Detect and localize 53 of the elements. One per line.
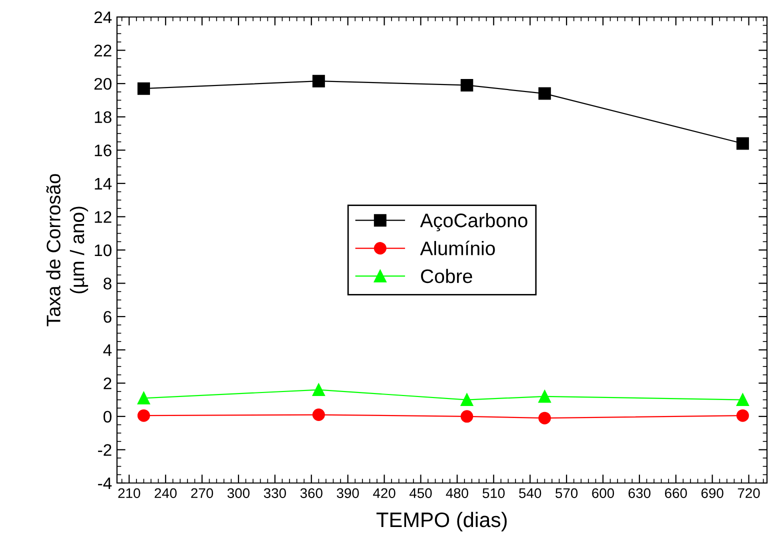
x-tick-label: 480 [446, 488, 468, 498]
legend-label: Alumínio [420, 240, 495, 256]
point [538, 390, 551, 403]
x-tick-label: 210 [118, 488, 140, 498]
y-tick-label: -2 [98, 444, 112, 456]
point [538, 87, 551, 100]
y-tick-label: 4 [103, 344, 112, 356]
point [736, 394, 749, 406]
x-tick-label: 540 [519, 488, 542, 498]
y-tick-label: 6 [104, 310, 112, 323]
x-tick-label: 420 [373, 488, 396, 498]
point [736, 137, 749, 150]
y-axis-title: Taxa de Corrosão (µm / ano) [46, 174, 88, 326]
x-tick-label: 390 [336, 488, 359, 498]
x-tick-label: 720 [738, 488, 760, 498]
point [312, 74, 325, 88]
point [460, 410, 474, 423]
x-tick-label: 660 [665, 488, 687, 498]
point [137, 82, 150, 95]
y-tick-label: 0 [104, 410, 112, 423]
y-tick-label: 24 [94, 11, 112, 24]
point [460, 394, 474, 406]
x-tick-label: 570 [556, 488, 578, 498]
x-tick-label: 450 [409, 488, 432, 498]
point [312, 408, 325, 422]
y-tick-label: 20 [94, 78, 112, 90]
legend-label: AçoCarbono [420, 213, 528, 232]
point [312, 384, 325, 396]
y-tick-label: 8 [104, 278, 112, 290]
x-tick-label: 690 [701, 488, 724, 498]
y-tick-label: 16 [94, 144, 112, 156]
x-tick-label: 360 [300, 488, 322, 498]
point [460, 78, 474, 92]
y-tick-label: 14 [94, 178, 112, 190]
point [736, 409, 749, 422]
x-tick-label: 330 [264, 488, 286, 498]
x-tick-label: 240 [154, 488, 177, 498]
point [137, 409, 150, 422]
y-tick-label: 2 [104, 378, 112, 390]
x-tick-label: 600 [592, 488, 614, 498]
y-tick-label: 10 [94, 244, 112, 256]
point [538, 412, 551, 424]
x-tick-label: 300 [227, 488, 250, 498]
point [137, 392, 150, 404]
legend-label: Cobre [421, 268, 472, 284]
x-tick-label: 510 [482, 488, 505, 498]
y-tick-label: -4 [98, 478, 112, 490]
y-tick-label: 18 [94, 111, 112, 124]
x-tick-label: 270 [191, 488, 214, 498]
y-tick-label: 12 [94, 211, 112, 223]
x-axis-title: TEMPO (dias) [376, 512, 507, 532]
y-tick-label: 22 [94, 44, 112, 56]
x-tick-label: 630 [628, 488, 650, 498]
